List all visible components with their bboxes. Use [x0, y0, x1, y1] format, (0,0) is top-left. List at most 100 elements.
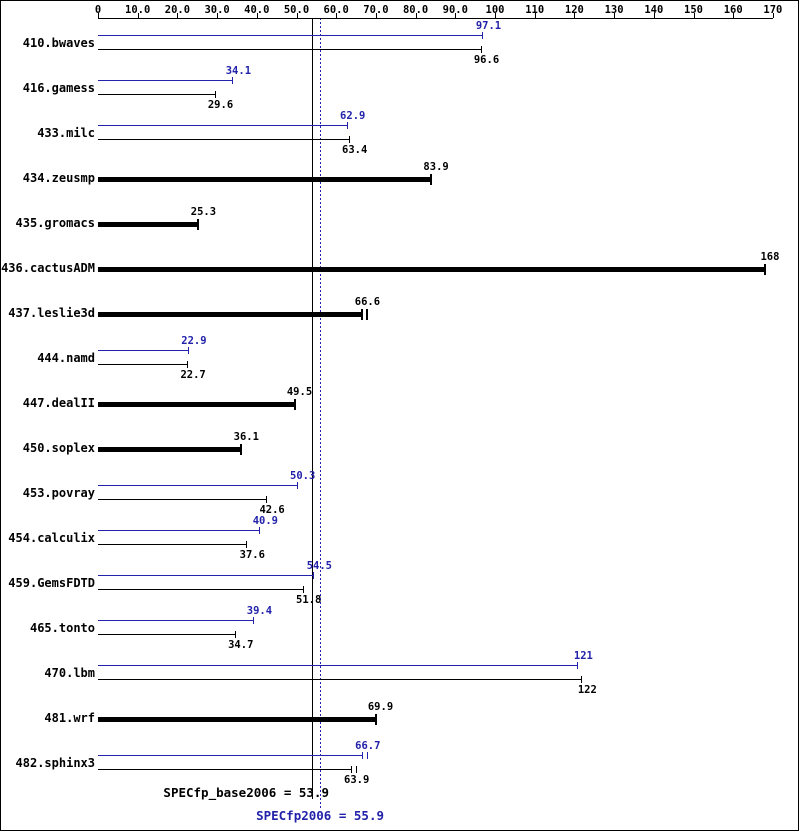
x-axis-tick	[733, 13, 735, 18]
x-axis-tick-label: 20.0	[164, 4, 191, 16]
base-mean-label: SPECfp_base2006 = 53.9	[163, 785, 329, 800]
base-bar	[98, 267, 765, 272]
peak-value-label: 40.9	[252, 515, 279, 527]
benchmark-label: 434.zeusmp	[22, 171, 95, 185]
x-axis-tick	[217, 13, 219, 18]
benchmark-label: 416.gamess	[22, 81, 95, 95]
base-value-label: 96.6	[473, 54, 500, 66]
x-axis-tick-label: 170	[763, 4, 783, 16]
peak-bar	[98, 35, 484, 36]
base-bar-cap	[350, 766, 352, 773]
peak-bar-cap	[577, 662, 579, 669]
benchmark-label: 481.wrf	[44, 711, 95, 725]
x-axis-tick	[415, 13, 417, 18]
peak-bar-cap	[366, 752, 368, 759]
base-value-label: 22.7	[180, 369, 206, 381]
peak-bar-cap	[482, 32, 484, 39]
base-bar-cap	[246, 541, 248, 548]
base-value-label: 83.9	[423, 161, 449, 173]
x-axis-tick	[256, 13, 258, 18]
peak-bar	[98, 125, 348, 126]
peak-bar	[98, 665, 579, 666]
base-bar-cap	[214, 91, 216, 98]
benchmark-label: 459.GemsFDTD	[8, 576, 95, 590]
x-axis-tick-label: 140	[644, 4, 664, 16]
base-value-label: 69.9	[367, 701, 394, 713]
peak-bar	[98, 530, 261, 531]
base-bar-cap	[480, 46, 482, 53]
benchmark-label: 444.namd	[37, 351, 95, 365]
benchmark-label: 447.dealII	[22, 396, 95, 410]
benchmark-label: 450.soplex	[22, 441, 95, 455]
benchmark-label: 410.bwaves	[22, 36, 95, 50]
peak-bar-cap	[313, 572, 315, 579]
x-axis-tick	[296, 13, 298, 18]
x-axis-tick-label: 160	[723, 4, 743, 16]
base-bar-cap	[355, 766, 357, 773]
base-bar-cap	[234, 631, 236, 638]
base-bar	[98, 717, 376, 722]
base-mean-line	[311, 18, 313, 799]
base-bar-cap	[266, 496, 268, 503]
benchmark-label: 436.cactusADM	[1, 261, 95, 275]
peak-bar-cap	[232, 77, 234, 84]
base-value-label: 36.1	[233, 431, 259, 443]
x-axis-tick-label: 90.0	[442, 4, 468, 16]
base-bar	[98, 544, 248, 545]
base-value-label: 37.6	[239, 549, 265, 561]
x-axis-line	[98, 18, 773, 19]
peak-value-label: 62.9	[340, 110, 366, 122]
x-axis-tick	[693, 13, 695, 18]
x-axis-tick	[653, 13, 655, 18]
base-bar	[98, 589, 304, 590]
base-bar-cap	[187, 361, 189, 368]
base-value-label: 25.3	[190, 206, 217, 218]
x-axis-tick	[495, 13, 496, 18]
x-axis-tick-label: 30.0	[204, 4, 230, 16]
base-bar	[98, 634, 236, 635]
peak-bar	[98, 755, 363, 756]
base-value-label: 63.4	[342, 144, 368, 156]
base-bar	[98, 49, 482, 50]
base-bar	[98, 402, 295, 407]
base-value-label: 42.6	[259, 504, 285, 516]
x-axis-tick	[375, 13, 377, 18]
base-bar	[98, 177, 432, 182]
base-bar-cap	[361, 309, 364, 320]
peak-bar-cap	[296, 482, 298, 489]
x-axis-tick-label: 60.0	[323, 4, 349, 16]
x-axis-tick-label: 40.0	[244, 4, 270, 16]
base-value-label: 63.9	[344, 774, 370, 786]
peak-bar	[98, 575, 315, 576]
base-bar	[98, 139, 350, 140]
peak-bar-cap	[187, 347, 189, 354]
benchmark-label: 435.gromacs	[15, 216, 95, 230]
peak-bar-cap	[253, 617, 255, 624]
x-axis-tick	[614, 13, 616, 18]
peak-value-label: 66.7	[355, 740, 381, 752]
x-axis-tick-label: 150	[684, 4, 703, 16]
benchmark-label: 437.leslie3d	[8, 306, 95, 320]
peak-value-label: 50.3	[290, 470, 316, 482]
peak-bar	[98, 350, 189, 351]
base-value-label: 49.5	[286, 386, 313, 398]
x-axis-tick-label: 0	[94, 4, 102, 16]
benchmark-label: 433.milc	[37, 126, 95, 140]
base-bar	[98, 447, 242, 452]
peak-value-label: 54.5	[306, 560, 333, 572]
peak-mean-line	[319, 18, 321, 809]
base-bar-cap	[374, 714, 377, 725]
peak-bar-cap	[346, 122, 348, 129]
peak-bar	[98, 485, 298, 486]
peak-value-label: 97.1	[475, 20, 502, 32]
x-axis-tick	[574, 13, 576, 18]
base-bar	[98, 222, 199, 227]
base-bar	[98, 679, 583, 680]
base-bar	[98, 364, 189, 365]
x-axis-tick-label: 80.0	[402, 4, 429, 16]
base-value-label: 29.6	[207, 99, 234, 111]
base-bar	[98, 499, 268, 500]
base-bar	[98, 769, 352, 770]
base-bar-cap	[581, 676, 583, 683]
